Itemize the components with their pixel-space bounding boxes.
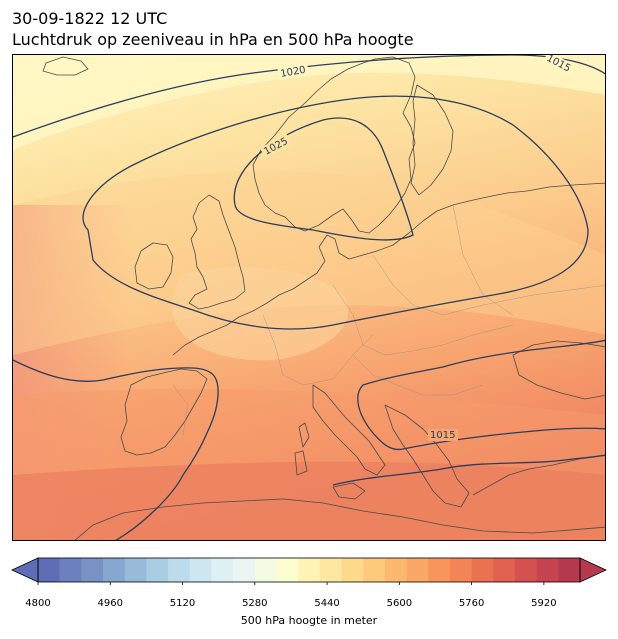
isobar-label-1015-south: 1015: [430, 430, 455, 441]
map-subtitle: Luchtdruk op zeeniveau in hPa en 500 hPa…: [12, 30, 414, 49]
colorbar-tick-label: 5280: [242, 598, 268, 609]
colorbar-swatch: [59, 558, 82, 582]
colorbar-swatch: [428, 558, 451, 582]
colorbar-swatch: [189, 558, 212, 582]
colorbar-swatch: [103, 558, 126, 582]
colorbar-tick-label: 5920: [531, 598, 557, 609]
colorbar-swatch: [233, 558, 256, 582]
isobar-label-1020: 1020: [280, 65, 307, 80]
colorbar-swatches: [38, 558, 581, 582]
colorbar-swatch: [341, 558, 364, 582]
colorbar-tick-label: 4800: [25, 598, 51, 609]
colorbar-swatch: [124, 558, 147, 582]
colorbar-tick-label: 4960: [97, 598, 123, 609]
colorbar-tick-label: 5600: [386, 598, 413, 609]
height-field: [13, 55, 605, 540]
colorbar-swatch: [81, 558, 104, 582]
colorbar-label: 500 hPa hoogte in meter: [240, 614, 378, 627]
colorbar-swatch: [363, 558, 386, 582]
colorbar-swatch: [168, 558, 191, 582]
colorbar-swatch: [384, 558, 408, 582]
colorbar-frame: [37, 557, 581, 583]
colorbar-tick-label: 5120: [169, 598, 196, 609]
colorbar-swatch: [38, 558, 61, 582]
colorbar-extend-high: [579, 557, 607, 583]
colorbar-swatch: [276, 558, 299, 582]
colorbar-tick-label: 5440: [314, 598, 340, 609]
colorbar-swatch: [558, 558, 581, 582]
colorbar-tick-label: 5760: [458, 598, 485, 609]
colorbar-swatch: [146, 558, 169, 582]
country-borders: [172, 204, 605, 436]
colorbar-swatch: [536, 558, 559, 582]
colorbar-swatch: [471, 558, 494, 582]
colorbar-swatch: [449, 558, 473, 582]
colorbar-swatch: [298, 558, 321, 582]
map-datetime: 30-09-1822 12 UTC: [12, 9, 168, 28]
colorbar-swatch: [211, 558, 234, 582]
colorbar-swatch: [319, 558, 343, 582]
colorbar-swatch: [254, 558, 277, 582]
colorbar-extend-low: [11, 557, 39, 583]
colorbar: [11, 557, 607, 585]
colorbar-swatch: [514, 558, 538, 582]
weather-map: 1020 1025 1015 1015: [12, 54, 606, 541]
colorbar-swatch: [406, 558, 429, 582]
colorbar-swatch: [493, 558, 516, 582]
